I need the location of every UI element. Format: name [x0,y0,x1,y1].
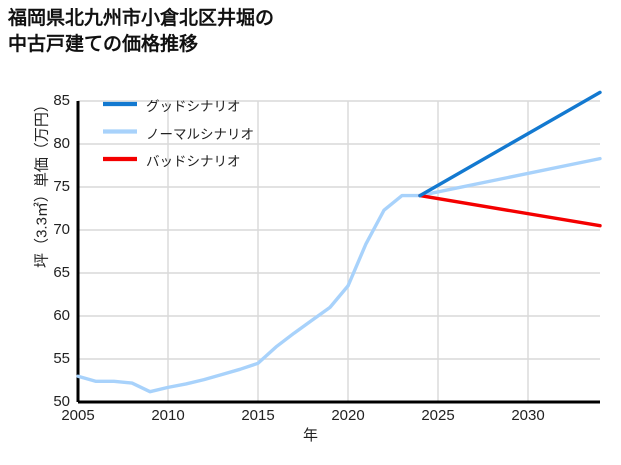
series-lines [76,90,602,394]
axis-lines [76,101,600,404]
y-axis-tick-label: 55 [53,350,70,367]
series-line [76,156,602,394]
series-line [418,90,602,198]
y-axis-title: 坪（3.3㎡）単価（万円） [33,97,51,268]
x-axis-title: 年 [302,427,318,444]
y-axis-tick-label: 65 [53,264,70,281]
y-axis-tick-label: 70 [53,221,70,238]
series-line [418,193,602,228]
y-axis-tick-label: 60 [53,307,70,324]
legend-swatches [103,101,137,162]
y-axis-tick-label: 50 [53,393,70,410]
x-axis-tick-label: 2020 [331,407,365,424]
y-axis-tick-label: 80 [53,135,70,152]
legend-label: バッドシナリオ [146,154,241,169]
x-axis-tick-label: 2015 [241,407,275,424]
legend-label: グッドシナリオ [146,99,241,114]
chart-title: 福岡県北九州市小倉北区井堀の 中古戸建ての価格推移 [8,8,275,55]
y-axis-tick-label: 75 [53,178,70,195]
legend-label: ノーマルシナリオ [146,126,254,142]
y-axis-tick-label: 85 [53,92,70,109]
gridlines [77,100,600,403]
x-axis-tick-label: 2030 [511,407,545,424]
x-axis-tick-label: 2025 [421,407,455,424]
x-axis-tick-label: 2005 [61,407,95,424]
x-axis-tick-label: 2010 [151,407,185,424]
